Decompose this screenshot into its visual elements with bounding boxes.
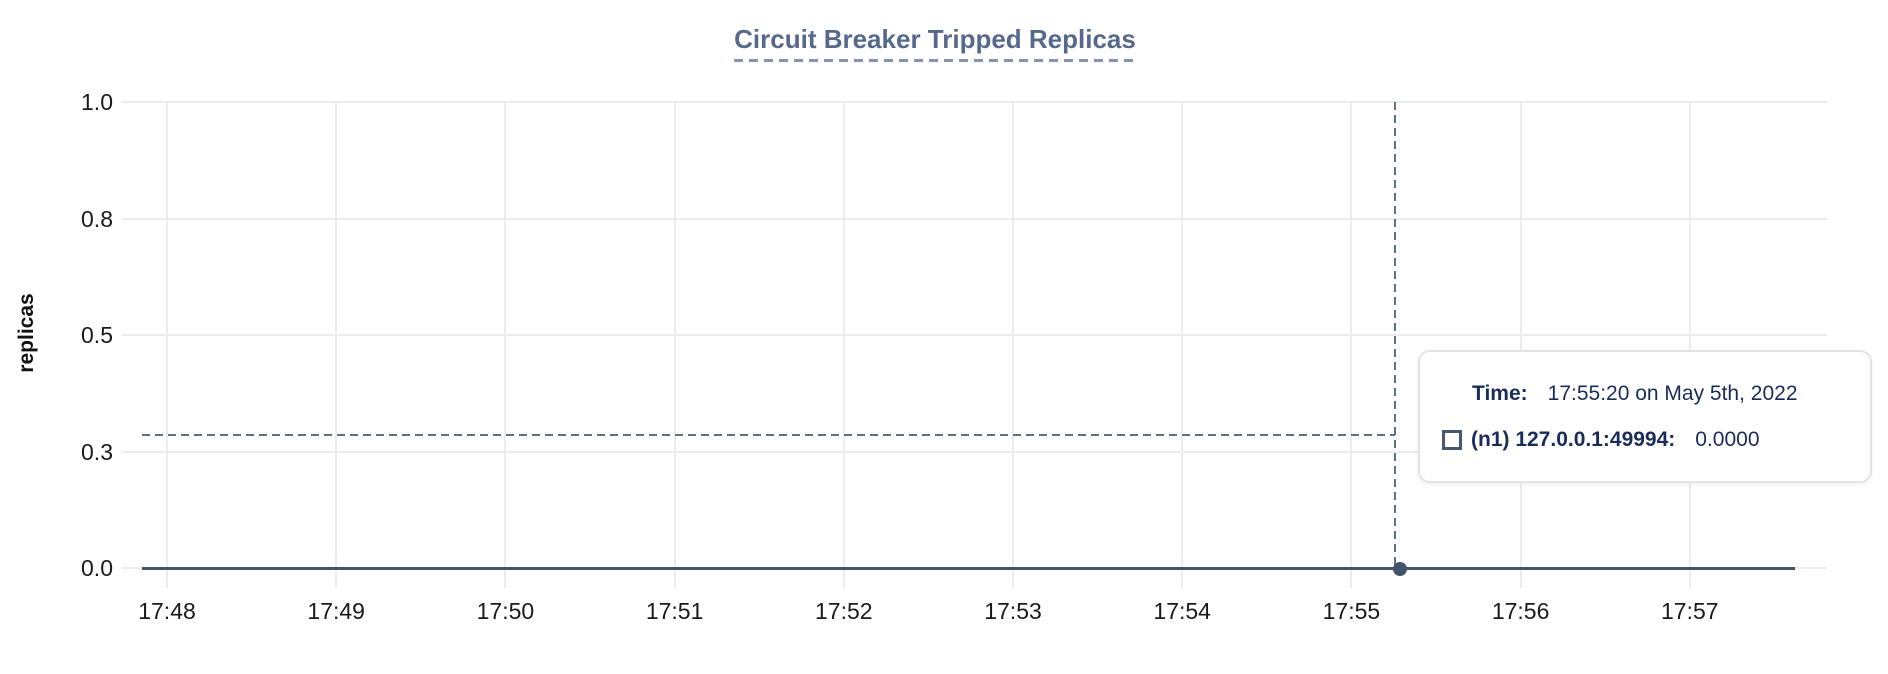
- tooltip-time-row: Time: 17:55:20 on May 5th, 2022: [1442, 382, 1854, 406]
- x-tick-label: 17:52: [815, 598, 873, 624]
- x-gridline: [166, 102, 168, 588]
- series-line[interactable]: [142, 567, 1795, 570]
- hover-tooltip: Time: 17:55:20 on May 5th, 2022 (n1) 127…: [1418, 350, 1872, 483]
- y-gridline: [122, 101, 1827, 103]
- crosshair-vertical-line: [1394, 102, 1396, 568]
- y-gridline: [122, 334, 1827, 336]
- tooltip-series-value: 0.0000: [1695, 427, 1760, 451]
- y-tick-label: 0.3: [81, 438, 113, 465]
- y-gridline: [122, 217, 1827, 220]
- x-gridline: [335, 102, 338, 588]
- x-tick-label: 17:48: [138, 598, 196, 624]
- tooltip-time-label: Time:: [1472, 381, 1528, 405]
- x-tick-label: 17:54: [1153, 598, 1211, 624]
- y-tick-label: 0.8: [81, 205, 113, 232]
- hover-point-dot[interactable]: [1393, 562, 1407, 576]
- crosshair-horizontal-line: [142, 434, 1395, 436]
- x-gridline: [1350, 102, 1353, 588]
- x-tick-label: 17:55: [1322, 598, 1381, 624]
- x-gridline: [1181, 102, 1184, 588]
- tooltip-series-label: (n1) 127.0.0.1:49994:: [1471, 427, 1676, 451]
- x-gridline: [842, 102, 845, 588]
- x-gridline: [1012, 102, 1014, 588]
- x-gridline: [1688, 102, 1691, 588]
- y-tick-label: 1.0: [81, 89, 113, 115]
- x-tick-label: 17:51: [645, 598, 704, 624]
- x-tick-label: 17:50: [476, 598, 535, 624]
- x-gridline: [504, 102, 507, 588]
- x-tick-label: 17:53: [984, 598, 1042, 624]
- tooltip-series-row: (n1) 127.0.0.1:49994: 0.0000: [1442, 428, 1854, 452]
- series-swatch-icon: [1442, 429, 1462, 450]
- y-gridline: [122, 450, 1827, 453]
- x-tick-label: 17:49: [307, 598, 365, 624]
- chart-title: Circuit Breaker Tripped Replicas: [734, 24, 1136, 54]
- tooltip-time-value: 17:55:20 on May 5th, 2022: [1547, 381, 1798, 405]
- x-gridline: [673, 102, 676, 588]
- title-dashed-underline: [734, 59, 1136, 62]
- x-tick-label: 17:56: [1491, 598, 1550, 624]
- chart-title-wrap: Circuit Breaker Tripped Replicas: [734, 24, 1136, 62]
- x-gridline: [1519, 102, 1522, 588]
- y-tick-label: 0.0: [81, 555, 113, 581]
- y-tick-label: 0.5: [81, 322, 113, 348]
- x-tick-label: 17:57: [1661, 598, 1719, 624]
